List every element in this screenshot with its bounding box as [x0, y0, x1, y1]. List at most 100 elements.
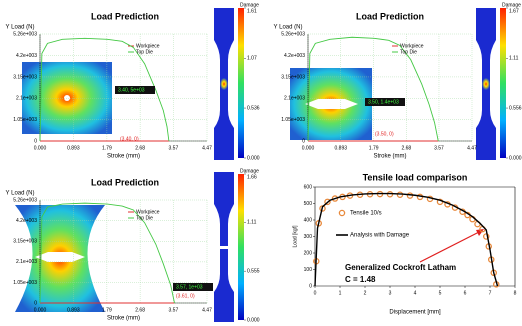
- x-tick-label: 6: [464, 290, 467, 296]
- y-tick-label: 300: [304, 234, 313, 240]
- x-tick-label: 1.79: [102, 145, 112, 151]
- legend-label: Top Die: [400, 49, 417, 55]
- y-axis-label: Y Load (N): [274, 25, 303, 31]
- y-tick-label: 4.2e+003: [16, 53, 37, 59]
- y-axis-label: Y Load (N): [6, 25, 35, 31]
- x-tick-label: 0.893: [335, 145, 348, 151]
- colorbar: [238, 174, 244, 320]
- y-tick-label: 5.26e+003: [13, 31, 37, 37]
- legend-label: Top Die: [136, 49, 153, 55]
- x-tick-label: 4.47: [202, 307, 212, 313]
- x-tick-label: 2.68: [135, 145, 145, 151]
- y-tick-label: 3.15e+003: [281, 74, 305, 80]
- x-tick-label: 0.000: [302, 145, 315, 151]
- x-tick-label: 3.57: [169, 307, 179, 313]
- y-axis-label: Y Load (N): [6, 191, 35, 197]
- x-tick-label: 0.000: [34, 145, 47, 151]
- chart-title: Load Prediction: [356, 11, 424, 21]
- x-tick-label: 4: [414, 290, 417, 296]
- x-tick-label: 8: [514, 290, 517, 296]
- legend-label: Top Die: [136, 215, 153, 221]
- annotation: (3.40, 0): [120, 136, 139, 142]
- colorbar-tick-label: 0.000: [247, 317, 260, 323]
- y-tick-label: 2.1e+003: [16, 259, 37, 265]
- y-tick-label: 5.26e+003: [281, 31, 305, 37]
- colorbar-tick-label: 0.536: [247, 105, 260, 111]
- x-tick-label: 0.893: [67, 307, 80, 313]
- x-tick-label: 2: [364, 290, 367, 296]
- y-tick-label: 100: [304, 267, 313, 273]
- annotation: Generalized Cockroft Latham: [345, 263, 456, 272]
- x-axis-label: Stroke (mm): [374, 154, 407, 160]
- y-tick-label: 0: [309, 283, 312, 289]
- x-tick-label: 1: [339, 290, 342, 296]
- y-tick-label: 3.15e+003: [13, 239, 37, 245]
- y-tick-label: 5.26e+003: [13, 197, 37, 203]
- chart-title: Load Prediction: [91, 11, 159, 21]
- x-tick-label: 0: [314, 290, 317, 296]
- chart-title: Load Prediction: [91, 177, 159, 187]
- colorbar-tick-label: 1.07: [247, 56, 257, 62]
- data-line: [315, 194, 498, 286]
- x-tick-label: 1.79: [102, 307, 112, 313]
- colorbar-tick-label: 1.67: [509, 8, 519, 14]
- x-axis-label: Displacement [mm]: [389, 310, 441, 316]
- x-axis-label: Stroke (mm): [107, 316, 140, 322]
- x-tick-label: 7: [489, 290, 492, 296]
- y-tick-label: 1.05e+003: [13, 117, 37, 123]
- annotation: (3.61, 0): [176, 293, 195, 299]
- x-tick-label: 1.79: [369, 145, 379, 151]
- fe-void: [64, 95, 70, 101]
- colorbar: [238, 8, 244, 158]
- y-tick-label: 0: [302, 138, 305, 144]
- y-tick-label: 400: [304, 217, 313, 223]
- y-tick-label: 0: [34, 138, 37, 144]
- y-tick-label: 3.15e+003: [13, 74, 37, 80]
- crack: [220, 246, 228, 249]
- colorbar-tick-label: 1.11: [247, 220, 257, 226]
- annotation: 3.50, 1.4e+03: [368, 99, 399, 105]
- colorbar-tick-label: 0.555: [247, 269, 260, 275]
- y-tick-label: 4.2e+003: [284, 53, 305, 59]
- y-tick-label: 600: [304, 184, 313, 190]
- colorbar-tick-label: 0.556: [509, 105, 522, 111]
- legend-marker: [339, 210, 344, 215]
- y-tick-label: 500: [304, 201, 313, 207]
- y-tick-label: 4.2e+003: [16, 218, 37, 224]
- x-tick-label: 3.57: [434, 145, 444, 151]
- damage-spot: [220, 78, 228, 90]
- x-axis-label: Stroke (mm): [107, 154, 140, 160]
- y-tick-label: 1.05e+003: [281, 117, 305, 123]
- chart-title: Tensile load comparison: [363, 172, 468, 182]
- x-tick-label: 0.893: [67, 145, 80, 151]
- y-axis-label: Load [kgf]: [292, 225, 298, 248]
- x-tick-label: 3: [389, 290, 392, 296]
- colorbar-tick-label: 0.000: [247, 155, 260, 161]
- y-tick-label: 0: [34, 300, 37, 306]
- x-tick-label: 2.68: [401, 145, 411, 151]
- annotation: 3.57, 1e+03: [176, 284, 203, 290]
- y-tick-label: 200: [304, 250, 313, 256]
- colorbar: [500, 8, 506, 158]
- colorbar-tick-label: 0.000: [509, 155, 522, 161]
- x-tick-label: 5: [439, 290, 442, 296]
- arrow: [420, 231, 481, 262]
- colorbar-tick-label: 1.11: [509, 56, 519, 62]
- y-tick-label: 1.05e+003: [13, 280, 37, 286]
- colorbar-tick-label: 1.66: [247, 174, 257, 180]
- damage-spot: [482, 78, 490, 90]
- annotation: C = 1.48: [345, 275, 376, 284]
- x-tick-label: 4.47: [467, 145, 477, 151]
- x-tick-label: 2.68: [135, 307, 145, 313]
- legend-label: Tensile 10/s: [350, 211, 382, 217]
- legend-label: Analysis with Damage: [350, 233, 410, 239]
- colorbar-tick-label: 1.61: [247, 8, 257, 14]
- x-tick-label: 0.000: [34, 307, 47, 313]
- annotation: (3.50, 0): [375, 131, 394, 137]
- y-tick-label: 2.1e+003: [16, 96, 37, 102]
- figure: Load Prediction 0 1.05e+003 2.1e+003 3.15e+0…: [0, 0, 522, 326]
- annotation: 3.40, 5e+03: [118, 87, 145, 93]
- x-tick-label: 4.47: [202, 145, 212, 151]
- y-tick-label: 2.1e+003: [284, 96, 305, 102]
- x-tick-label: 3.57: [169, 145, 179, 151]
